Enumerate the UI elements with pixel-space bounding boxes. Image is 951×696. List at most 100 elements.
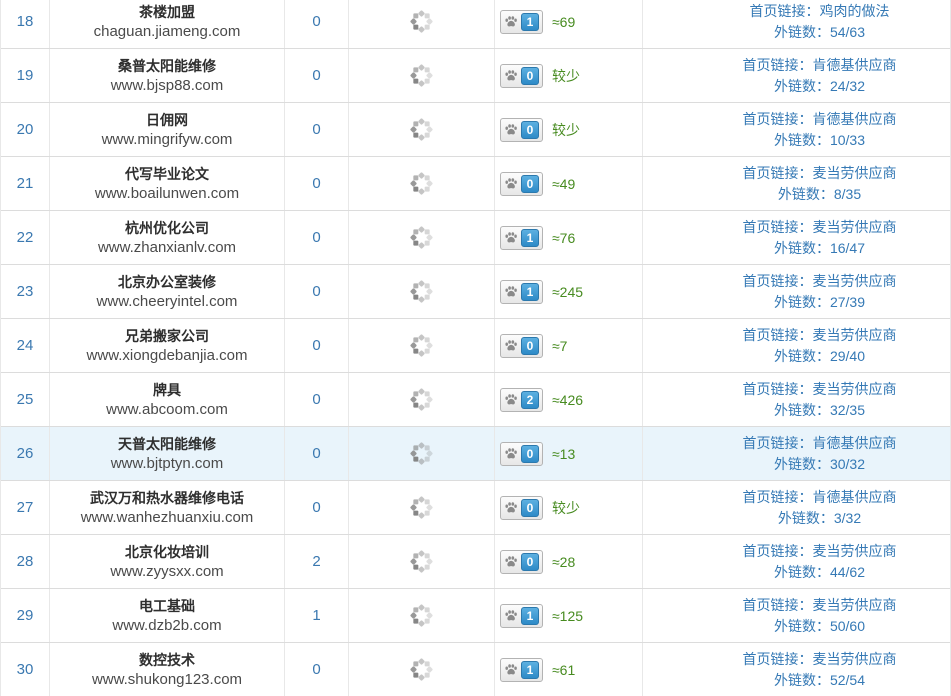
rank-number: 19 xyxy=(16,67,34,84)
home-link-line: 首页链接：鸡肉的做法 xyxy=(750,1,890,22)
status-cell xyxy=(349,49,495,102)
outlink-link[interactable]: 外链数：54/63 xyxy=(774,24,865,40)
count-link[interactable]: 0 xyxy=(312,67,321,84)
weight-cell: 1 ≈76 xyxy=(495,211,643,264)
count-link[interactable]: 2 xyxy=(312,553,321,570)
baidu-weight-badge[interactable]: 0 xyxy=(500,333,543,358)
home-link[interactable]: 首页链接：麦当劳供应商 xyxy=(743,273,897,289)
count-cell: 0 xyxy=(285,157,349,210)
outlink-link[interactable]: 外链数：52/54 xyxy=(774,672,865,688)
home-link[interactable]: 首页链接：肯德基供应商 xyxy=(743,489,897,505)
home-link[interactable]: 首页链接：麦当劳供应商 xyxy=(743,327,897,343)
outlink-line: 外链数：16/47 xyxy=(774,238,865,259)
baidu-weight-badge[interactable]: 2 xyxy=(500,387,543,412)
baidu-weight-badge[interactable]: 0 xyxy=(500,171,543,196)
outlink-label: 外链数： xyxy=(773,131,830,148)
count-link[interactable]: 0 xyxy=(312,121,321,138)
count-cell: 0 xyxy=(285,103,349,156)
weight-cell: 0 较少 xyxy=(495,103,643,156)
outlink-link[interactable]: 外链数：8/35 xyxy=(778,186,861,202)
count-link[interactable]: 0 xyxy=(312,499,321,516)
site-name: 天普太阳能维修 xyxy=(118,435,216,452)
status-cell xyxy=(349,157,495,210)
home-link[interactable]: 首页链接：麦当劳供应商 xyxy=(743,381,897,397)
home-link-label: 首页链接： xyxy=(742,110,813,127)
home-link[interactable]: 首页链接：麦当劳供应商 xyxy=(743,543,897,559)
baidu-weight-badge[interactable]: 0 xyxy=(500,495,543,520)
home-link[interactable]: 首页链接：肯德基供应商 xyxy=(743,111,897,127)
site-cell: 天普太阳能维修 www.bjtptyn.com xyxy=(50,427,285,480)
home-link-keyword: 肯德基供应商 xyxy=(812,56,897,73)
baidu-index-value: ≈28 xyxy=(552,553,576,570)
baidu-weight-badge[interactable]: 0 xyxy=(500,63,543,88)
baidu-weight-badge[interactable]: 0 xyxy=(500,549,543,574)
rank-number: 22 xyxy=(16,229,34,246)
weight-number: 0 xyxy=(521,174,539,193)
count-link[interactable]: 0 xyxy=(312,391,321,408)
count-link[interactable]: 0 xyxy=(312,283,321,300)
count-link[interactable]: 0 xyxy=(312,445,321,462)
table-row: 27 武汉万和热水器维修电话 www.wanhezhuanxiu.com 0 xyxy=(1,481,950,535)
links-cell: 首页链接：麦当劳供应商 外链数：52/54 xyxy=(643,643,950,696)
outlink-line: 外链数：24/32 xyxy=(774,76,865,97)
baidu-weight-badge[interactable]: 1 xyxy=(500,225,543,250)
home-link[interactable]: 首页链接：肯德基供应商 xyxy=(743,57,897,73)
home-link-keyword: 麦当劳供应商 xyxy=(812,650,897,667)
count-cell: 0 xyxy=(285,481,349,534)
status-cell xyxy=(349,319,495,372)
count-link[interactable]: 0 xyxy=(312,13,321,30)
links-cell: 首页链接：麦当劳供应商 外链数：44/62 xyxy=(643,535,950,588)
count-link[interactable]: 1 xyxy=(312,607,321,624)
home-link-line: 首页链接：麦当劳供应商 xyxy=(743,595,897,616)
status-cell xyxy=(349,0,495,48)
home-link[interactable]: 首页链接：麦当劳供应商 xyxy=(743,219,897,235)
baidu-weight-badge[interactable]: 1 xyxy=(500,279,543,304)
outlink-label: 外链数： xyxy=(773,239,830,256)
baidu-weight-badge[interactable]: 1 xyxy=(500,9,543,34)
baidu-weight-badge[interactable]: 0 xyxy=(500,441,543,466)
table-row: 19 桑普太阳能维修 www.bjsp88.com 0 xyxy=(1,49,950,103)
links-cell: 首页链接：麦当劳供应商 外链数：29/40 xyxy=(643,319,950,372)
count-link[interactable]: 0 xyxy=(312,337,321,354)
home-link-keyword: 鸡肉的做法 xyxy=(819,2,890,19)
weight-cell: 0 ≈7 xyxy=(495,319,643,372)
outlink-link[interactable]: 外链数：3/32 xyxy=(778,510,861,526)
weight-number: 0 xyxy=(521,66,539,85)
outlink-link[interactable]: 外链数：24/32 xyxy=(774,78,865,94)
loading-spinner-icon xyxy=(409,117,434,142)
home-link[interactable]: 首页链接：鸡肉的做法 xyxy=(750,3,890,19)
home-link-label: 首页链接： xyxy=(742,380,813,397)
baidu-paw-icon xyxy=(504,447,518,460)
count-link[interactable]: 0 xyxy=(312,175,321,192)
baidu-weight-badge[interactable]: 1 xyxy=(500,657,543,682)
weight-number: 2 xyxy=(521,390,539,409)
outlink-link[interactable]: 外链数：10/33 xyxy=(774,132,865,148)
rank-cell: 28 xyxy=(1,535,50,588)
weight-number: 0 xyxy=(521,552,539,571)
home-link[interactable]: 首页链接：肯德基供应商 xyxy=(743,435,897,451)
count-link[interactable]: 0 xyxy=(312,661,321,678)
outlink-count: 3/32 xyxy=(833,509,862,526)
outlink-link[interactable]: 外链数：44/62 xyxy=(774,564,865,580)
home-link[interactable]: 首页链接：麦当劳供应商 xyxy=(743,597,897,613)
outlink-count: 10/33 xyxy=(829,131,866,148)
home-link[interactable]: 首页链接：麦当劳供应商 xyxy=(743,651,897,667)
outlink-link[interactable]: 外链数：50/60 xyxy=(774,618,865,634)
outlink-link[interactable]: 外链数：16/47 xyxy=(774,240,865,256)
baidu-paw-icon xyxy=(504,663,518,676)
outlink-link[interactable]: 外链数：30/32 xyxy=(774,456,865,472)
site-cell: 数控技术 www.shukong123.com xyxy=(50,643,285,696)
outlink-link[interactable]: 外链数：27/39 xyxy=(774,294,865,310)
home-link-keyword: 麦当劳供应商 xyxy=(812,218,897,235)
baidu-weight-badge[interactable]: 1 xyxy=(500,603,543,628)
home-link[interactable]: 首页链接：麦当劳供应商 xyxy=(743,165,897,181)
outlink-link[interactable]: 外链数：29/40 xyxy=(774,348,865,364)
site-domain: www.shukong123.com xyxy=(91,670,243,688)
home-link-keyword: 麦当劳供应商 xyxy=(812,542,897,559)
outlink-link[interactable]: 外链数：32/35 xyxy=(774,402,865,418)
site-cell: 北京办公室装修 www.cheeryintel.com xyxy=(50,265,285,318)
baidu-weight-badge[interactable]: 0 xyxy=(500,117,543,142)
count-link[interactable]: 0 xyxy=(312,229,321,246)
links-cell: 首页链接：鸡肉的做法 外链数：54/63 xyxy=(643,0,950,48)
outlink-count: 54/63 xyxy=(829,23,866,40)
